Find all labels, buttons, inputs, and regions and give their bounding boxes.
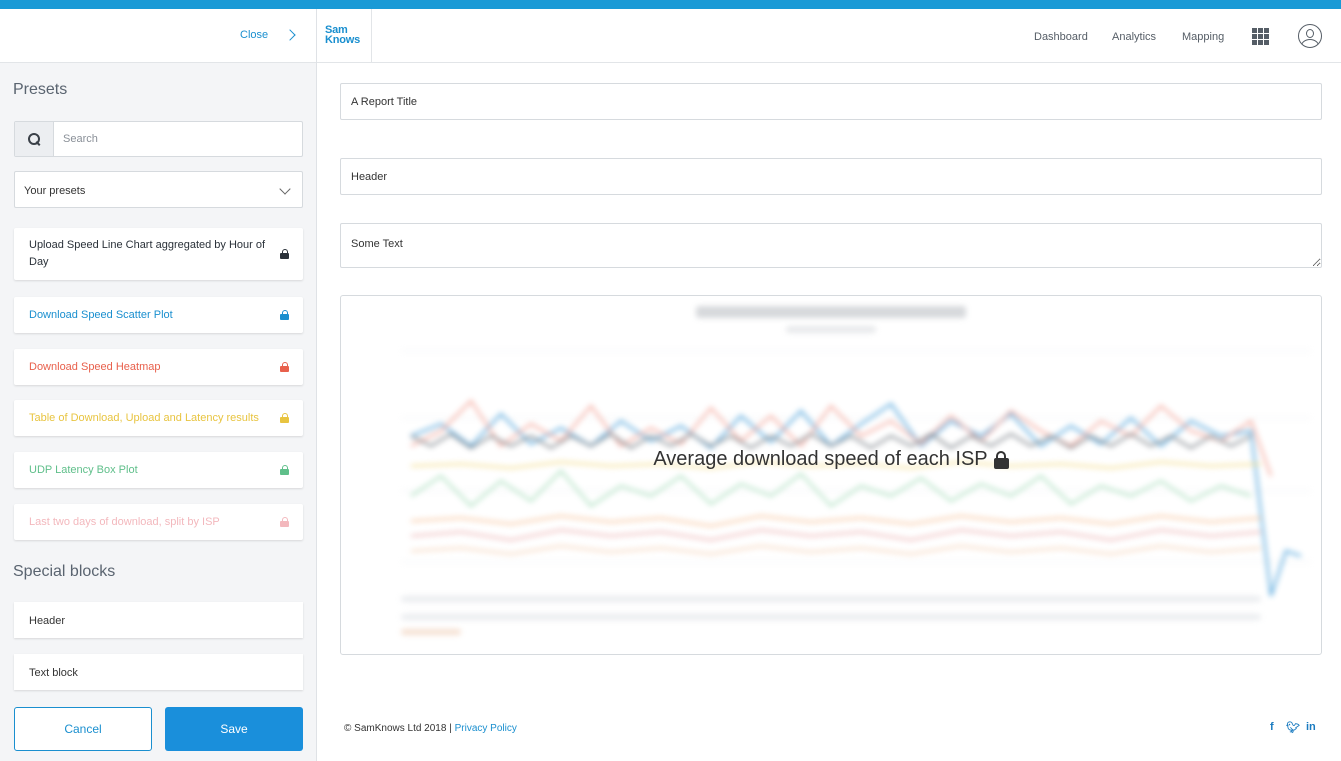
presets-dropdown-value: Your presets xyxy=(24,185,86,197)
preset-item-udp-latency-box[interactable]: UDP Latency Box Plot xyxy=(14,452,303,488)
save-button[interactable]: Save xyxy=(165,707,303,751)
logo-line-2: Knows xyxy=(325,34,361,46)
close-sidebar-button[interactable]: Close xyxy=(240,29,296,41)
search-button[interactable] xyxy=(15,122,54,156)
blurred-chart-preview xyxy=(401,306,1311,635)
preset-item-download-by-isp[interactable]: Last two days of download, split by ISP xyxy=(14,504,303,540)
lock-icon xyxy=(280,362,289,372)
header-block-input[interactable] xyxy=(340,158,1322,195)
block-item-header[interactable]: Header xyxy=(14,602,303,638)
block-item-label: Header xyxy=(29,615,66,627)
preset-item-label: UDP Latency Box Plot xyxy=(29,463,138,476)
top-navigation: Sam Knows Dashboard Analytics Mapping xyxy=(317,9,1341,63)
close-label: Close xyxy=(240,29,269,41)
chevron-down-icon xyxy=(279,183,291,195)
nav-dashboard[interactable]: Dashboard xyxy=(1034,31,1088,43)
user-account-icon[interactable] xyxy=(1298,24,1322,48)
preset-item-label: Last two days of download, split by ISP xyxy=(29,515,220,528)
twitter-icon[interactable]: 🐦︎ xyxy=(1286,722,1300,734)
top-accent-bar xyxy=(0,0,1341,9)
block-item-text[interactable]: Text block xyxy=(14,654,303,690)
copyright-text: © SamKnows Ltd 2018 | xyxy=(344,723,452,734)
chart-preview-card: Average download speed of each ISP xyxy=(340,295,1322,655)
preset-item-label: Table of Download, Upload and Latency re… xyxy=(29,411,259,424)
lock-icon xyxy=(280,517,289,527)
facebook-icon[interactable]: f xyxy=(1270,721,1274,733)
report-title-input[interactable] xyxy=(340,83,1322,120)
search-input[interactable] xyxy=(54,122,302,156)
preset-item-results-table[interactable]: Table of Download, Upload and Latency re… xyxy=(14,400,303,436)
preset-item-download-scatter[interactable]: Download Speed Scatter Plot xyxy=(14,297,303,333)
sidebar-header: Close xyxy=(0,9,316,63)
footer: © SamKnows Ltd 2018 | Privacy Policy xyxy=(344,723,517,734)
lock-icon xyxy=(280,413,289,423)
lock-icon xyxy=(280,310,289,320)
apps-grid-icon[interactable] xyxy=(1252,28,1269,45)
preset-item-upload-line-chart[interactable]: Upload Speed Line Chart aggregated by Ho… xyxy=(14,228,303,280)
privacy-policy-link[interactable]: Privacy Policy xyxy=(454,723,517,734)
presets-dropdown[interactable]: Your presets xyxy=(14,171,303,208)
samknows-logo[interactable]: Sam Knows xyxy=(317,9,372,63)
nav-analytics[interactable]: Analytics xyxy=(1112,31,1157,43)
nav-mapping[interactable]: Mapping xyxy=(1182,31,1225,43)
logo-line-1: Sam xyxy=(325,24,348,36)
chart-locked-overlay: Average download speed of each ISP xyxy=(341,448,1321,471)
cancel-button[interactable]: Cancel xyxy=(14,707,152,751)
preset-item-label: Download Speed Scatter Plot xyxy=(29,308,173,321)
chart-overlay-title: Average download speed of each ISP xyxy=(653,448,988,470)
chevron-right-icon xyxy=(284,29,296,41)
lock-icon xyxy=(280,465,289,475)
lock-icon xyxy=(280,249,289,259)
special-blocks-heading: Special blocks xyxy=(13,563,116,580)
linkedin-icon[interactable]: in xyxy=(1306,721,1316,733)
presets-heading: Presets xyxy=(13,81,68,98)
preset-item-label: Download Speed Heatmap xyxy=(29,360,161,373)
block-item-label: Text block xyxy=(29,667,78,679)
preset-item-download-heatmap[interactable]: Download Speed Heatmap xyxy=(14,349,303,385)
text-block-textarea[interactable]: Some Text xyxy=(340,223,1322,268)
preset-item-label: Upload Speed Line Chart aggregated by Ho… xyxy=(29,239,266,268)
preset-search xyxy=(14,121,303,157)
lock-icon xyxy=(993,450,1009,469)
search-icon xyxy=(28,133,40,145)
